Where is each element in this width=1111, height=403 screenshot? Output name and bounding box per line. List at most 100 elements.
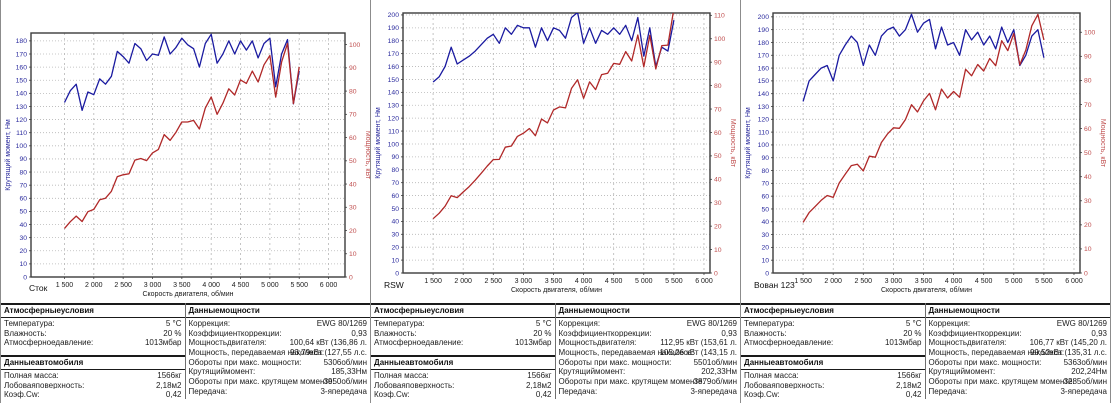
table-row: Коррекция: EWG 80/1269 xyxy=(926,318,1111,328)
svg-text:90: 90 xyxy=(1084,54,1092,61)
svg-text:110: 110 xyxy=(714,13,725,20)
table-row-label: Передача: xyxy=(188,386,228,396)
table-row-value: EWG 80/1269 xyxy=(686,319,737,328)
power-data-header: Данныемощности xyxy=(555,303,740,318)
table-row-value: 20 % xyxy=(903,328,922,338)
table-row: Крутящиймомент: 202,24Нм xyxy=(926,366,1111,376)
svg-text:150: 150 xyxy=(388,77,400,84)
svg-text:Крутящий момент, Нм: Крутящий момент, Нм xyxy=(4,119,12,191)
table-row-label: Обороты при макс. мощности: xyxy=(928,357,1042,367)
svg-text:30: 30 xyxy=(1084,198,1092,205)
svg-text:Крутящий момент, Нм: Крутящий момент, Нм xyxy=(374,107,382,179)
svg-text:5 500: 5 500 xyxy=(290,282,308,289)
atmos-rows: Температура: 5 °C Влажность: 20 % Атмосферно… xyxy=(1,318,185,347)
table-row-value: 3-япередача xyxy=(690,386,737,396)
vehicle-data-header: Данныеавтомобиля xyxy=(371,355,555,371)
results-table: Атмосферныеусловия Температура: 5 °C Влажн… xyxy=(1,303,371,400)
svg-text:5 000: 5 000 xyxy=(261,282,279,289)
vehicle-rows: Полная масса: 1566кг Лобоваяповерхность: 2,… xyxy=(741,370,925,399)
svg-text:90: 90 xyxy=(349,65,357,72)
table-row: Влажность: 20 % xyxy=(1,328,185,338)
svg-text:40: 40 xyxy=(714,177,722,184)
svg-text:120: 120 xyxy=(758,117,770,124)
atmos-rows: Температура: 5 °C Влажность: 20 % Атмосферно… xyxy=(741,318,925,347)
table-row: Обороты при макс. мощности: 5306об/мин xyxy=(186,357,371,367)
table-row-label: Полная масса: xyxy=(744,371,799,380)
svg-text:4 500: 4 500 xyxy=(232,282,250,289)
table-row-value: 99,52кВт (135,31 л.с. xyxy=(1030,348,1107,357)
svg-text:3 500: 3 500 xyxy=(173,282,191,289)
table-row: Коэффициенткоррекции: 0,93 xyxy=(186,328,371,338)
svg-text:Мощность, кВт: Мощность, кВт xyxy=(1099,119,1106,168)
table-row-value: 3879об/мин xyxy=(693,377,737,386)
svg-text:170: 170 xyxy=(16,51,28,58)
torque-power-chart: 0102030405060708090100110120130140150160… xyxy=(374,12,736,294)
svg-text:70: 70 xyxy=(19,182,27,189)
table-row-value: 5 °C xyxy=(165,319,182,328)
svg-text:140: 140 xyxy=(758,91,770,98)
table-column-right: Данныемощности Коррекция: EWG 80/1269 Коэф… xyxy=(925,303,1111,399)
svg-text:Крутящий момент, Нм: Крутящий момент, Нм xyxy=(744,107,752,179)
svg-text:5 500: 5 500 xyxy=(1035,278,1053,285)
table-row-value: EWG 80/1269 xyxy=(1056,319,1107,328)
svg-text:0: 0 xyxy=(1084,270,1088,277)
table-row-value: 0,93 xyxy=(721,328,737,338)
torque-power-chart: 0102030405060708090100110120130140150160… xyxy=(4,32,370,298)
table-row-value: 3-япередача xyxy=(1060,386,1107,396)
svg-text:160: 160 xyxy=(758,65,770,72)
svg-text:3 000: 3 000 xyxy=(144,282,162,289)
table-row-label: Лобоваяповерхность: xyxy=(374,380,455,390)
table-row: Температура: 5 °C xyxy=(1,318,185,328)
svg-text:10: 10 xyxy=(761,257,769,264)
svg-text:20: 20 xyxy=(19,248,27,255)
svg-text:50: 50 xyxy=(19,209,27,216)
svg-text:40: 40 xyxy=(391,219,399,226)
table-row: Полная масса: 1566кг xyxy=(1,370,185,380)
svg-text:30: 30 xyxy=(349,205,357,212)
results-table: Атмосферныеусловия Температура: 5 °C Влажн… xyxy=(371,303,741,400)
table-row: Крутящиймомент: 202,33Нм xyxy=(556,366,741,376)
table-row: Мощность, передаваемая наколеса: 93,79кВт… xyxy=(186,347,371,357)
svg-text:200: 200 xyxy=(388,12,400,19)
power-rows: Коррекция: EWG 80/1269 Коэффициенткоррекци… xyxy=(556,318,741,396)
table-row-value: 0,93 xyxy=(1091,328,1107,338)
table-row-value: 105,26 кВт (143,15 л. xyxy=(659,348,737,357)
table-column-right: Данныемощности Коррекция: EWG 80/1269 Коэф… xyxy=(185,303,371,399)
svg-text:5 500: 5 500 xyxy=(665,278,683,285)
svg-text:100: 100 xyxy=(388,141,400,148)
svg-text:80: 80 xyxy=(391,167,399,174)
svg-text:30: 30 xyxy=(19,235,27,242)
svg-text:20: 20 xyxy=(1084,222,1092,229)
table-row-value: 5363об/мин xyxy=(1063,357,1107,367)
table-row-value: 3950об/мин xyxy=(323,377,367,386)
table-row-label: Атмосферноедавление: xyxy=(4,338,94,348)
power-rows: Коррекция: EWG 80/1269 Коэффициенткоррекци… xyxy=(926,318,1111,396)
power-rows: Коррекция: EWG 80/1269 Коэффициенткоррекци… xyxy=(186,318,371,396)
table-row-label: Обороты при макс. крутящем моменте: xyxy=(928,377,1075,386)
svg-text:Скорость двигателя, об/мин: Скорость двигателя, об/мин xyxy=(511,286,602,294)
table-row: Лобоваяповерхность: 2,18м2 xyxy=(371,380,555,390)
svg-text:20: 20 xyxy=(714,223,722,230)
svg-text:1 500: 1 500 xyxy=(424,278,442,285)
svg-text:30: 30 xyxy=(761,232,769,239)
table-row-label: Атмосферноедавление: xyxy=(374,338,464,348)
svg-text:80: 80 xyxy=(349,88,357,95)
svg-text:4 500: 4 500 xyxy=(605,278,623,285)
svg-text:3 500: 3 500 xyxy=(545,278,563,285)
svg-text:50: 50 xyxy=(761,206,769,213)
table-row: Мощностьдвигателя: 106,77 кВт (145,20 л. xyxy=(926,337,1111,347)
svg-text:30: 30 xyxy=(714,200,722,207)
table-row: Мощность, передаваемая наколеса: 99,52кВт… xyxy=(926,347,1111,357)
svg-text:70: 70 xyxy=(391,180,399,187)
table-row-value: 100,64 кВт (136,86 л. xyxy=(289,338,367,348)
svg-text:1 500: 1 500 xyxy=(794,278,812,285)
svg-text:0: 0 xyxy=(714,270,718,277)
table-column-left: Атмосферныеусловия Температура: 5 °C Влажн… xyxy=(1,303,186,400)
svg-text:90: 90 xyxy=(714,59,722,66)
svg-text:2 500: 2 500 xyxy=(114,282,132,289)
svg-text:190: 190 xyxy=(388,25,400,32)
table-row-label: Лобоваяповерхность: xyxy=(744,380,825,390)
svg-text:100: 100 xyxy=(714,36,726,43)
svg-text:60: 60 xyxy=(391,193,399,200)
table-row: Температура: 5 °C xyxy=(371,318,555,328)
